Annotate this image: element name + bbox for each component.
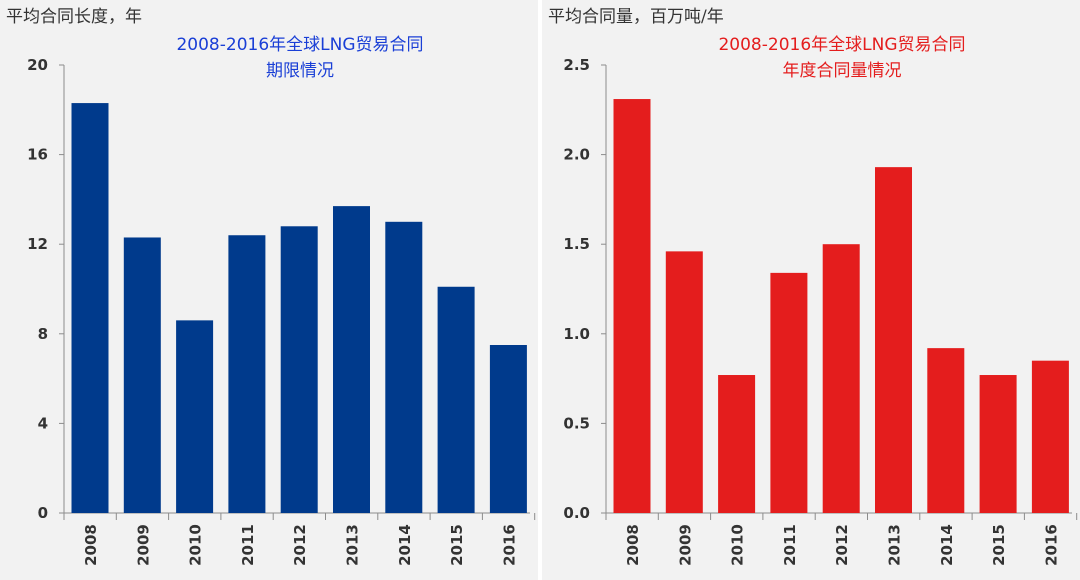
x-tick-label: 2010 (187, 524, 205, 566)
y-tick-label: 2.5 (563, 56, 590, 74)
bar (123, 237, 161, 514)
bar (228, 235, 266, 514)
x-tick-label: 2013 (344, 524, 362, 566)
bar (770, 272, 808, 513)
y-tick-label: 12 (27, 235, 48, 253)
y-tick-label: 1.5 (563, 235, 590, 253)
x-tick-label: 2015 (448, 524, 466, 566)
chart-title-line-2: 期限情况 (266, 61, 334, 81)
x-tick-label: 2016 (500, 524, 518, 566)
bar (927, 348, 965, 513)
x-tick-label: 2016 (1042, 524, 1060, 566)
y-tick-label: 0.0 (563, 504, 590, 522)
x-tick-label: 2009 (134, 524, 152, 566)
x-tick-label: 2008 (82, 524, 100, 566)
bar (1031, 360, 1069, 513)
y-tick-label: 0.5 (563, 414, 590, 432)
y-tick-label: 16 (27, 146, 48, 164)
x-tick-label: 2011 (781, 524, 799, 566)
bar (875, 167, 912, 514)
x-tick-label: 2008 (624, 524, 642, 566)
y-tick-label: 1.0 (563, 325, 590, 343)
bar-chart-contract-length: 0 4 8 12 16 20 2008 2009 2010 2011 2012 2013 2014 201… (27, 56, 536, 566)
y-tick-label: 20 (27, 56, 48, 74)
chart-title-line-1: 2008-2016年全球LNG贸易合同 (176, 35, 424, 55)
y-axis-label: 平均合同量，百万吨/年 (548, 7, 724, 27)
y-axis-label: 平均合同长度，年 (6, 7, 142, 27)
bar (385, 221, 423, 514)
bar (280, 226, 318, 513)
bar (718, 375, 756, 513)
y-tick-label: 2.0 (563, 146, 590, 164)
x-tick-label: 2011 (239, 524, 257, 566)
chart-title: 2008-2016年全球LNG贸易合同 年度合同量情况 (642, 32, 1042, 84)
bar (71, 103, 109, 513)
x-tick-label: 2014 (396, 524, 414, 566)
bar (333, 206, 370, 513)
bar (822, 244, 860, 513)
x-tick-label: 2010 (729, 524, 747, 566)
x-tick-label: 2009 (676, 524, 694, 566)
chart-panel-contract-length: 平均合同长度，年 2008-2016年全球LNG贸易合同 期限情况 0 4 8 12 1… (0, 0, 538, 580)
chart-title-line-1: 2008-2016年全球LNG贸易合同 (718, 35, 966, 55)
bar (613, 99, 651, 513)
bar-chart-contract-volume: 0.0 0.5 1.0 1.5 2.0 2.5 2008 2009 2010 2011 2012 20… (563, 56, 1078, 566)
bar (176, 320, 214, 513)
chart-title: 2008-2016年全球LNG贸易合同 期限情况 (100, 32, 500, 84)
y-tick-label: 8 (38, 325, 48, 343)
bar (979, 375, 1017, 513)
x-tick-label: 2012 (833, 524, 851, 566)
bar (437, 286, 475, 513)
y-tick-label: 4 (38, 414, 48, 432)
x-tick-label: 2012 (291, 524, 309, 566)
y-tick-label: 0 (38, 504, 48, 522)
chart-title-line-2: 年度合同量情况 (782, 61, 902, 81)
bar (665, 251, 703, 514)
x-tick-label: 2013 (886, 524, 904, 566)
x-tick-label: 2014 (938, 524, 956, 566)
x-tick-label: 2015 (990, 524, 1008, 566)
chart-panel-contract-volume: 平均合同量，百万吨/年 2008-2016年全球LNG贸易合同 年度合同量情况 … (542, 0, 1080, 580)
bar (489, 345, 527, 513)
